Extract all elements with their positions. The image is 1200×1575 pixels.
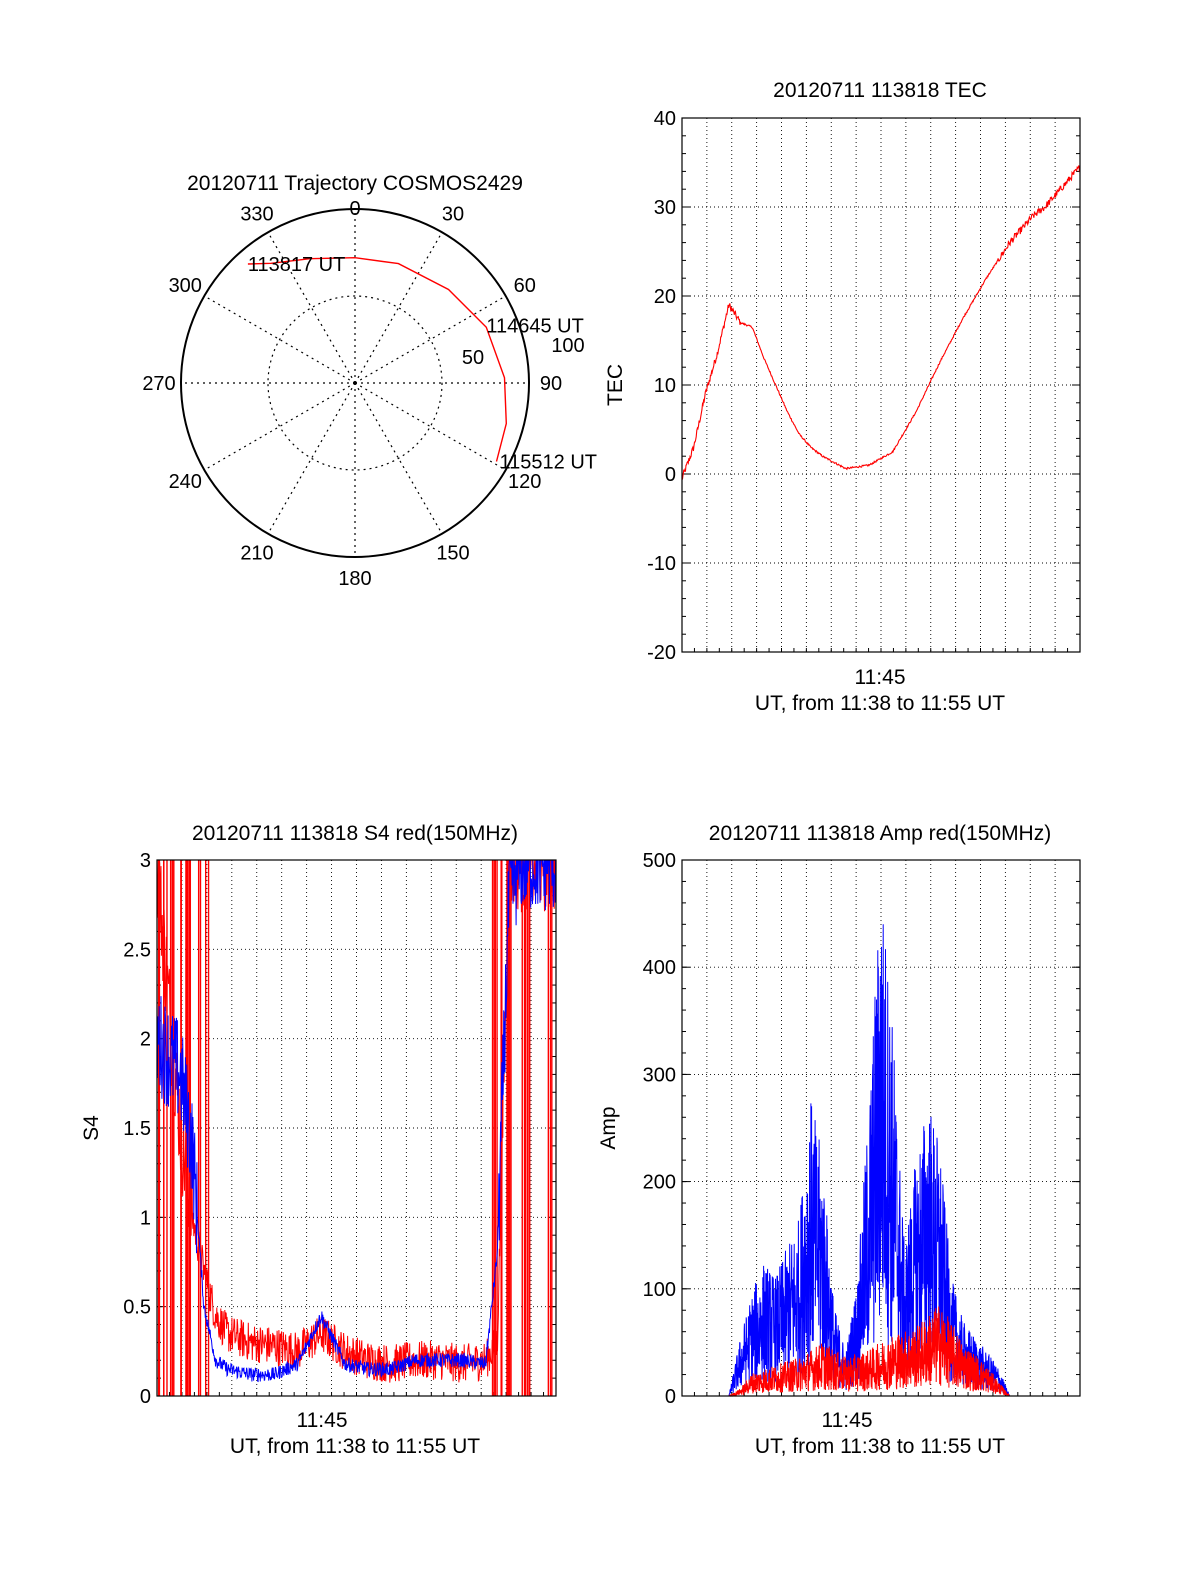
s4-ytick-label: 3 bbox=[140, 850, 151, 872]
polar-spoke bbox=[267, 232, 356, 384]
polar-trajectory-line bbox=[247, 256, 508, 462]
s4-plot-area: 0 0.5 1 1.5 2 2.5 3 bbox=[123, 850, 557, 1408]
tec-ytick-label: 10 bbox=[654, 375, 676, 397]
tec-ytick-label: 20 bbox=[654, 286, 676, 308]
amp-ytick-label: 100 bbox=[643, 1279, 676, 1301]
s4-panel: 20120711 113818 S4 red(150MHz) 0 0.5 1 1.5 2… bbox=[80, 822, 557, 1458]
polar-spoke bbox=[204, 295, 356, 384]
polar-spoke bbox=[204, 382, 356, 471]
s4-blue-series-line bbox=[156, 859, 557, 1383]
amp-xtick-label: 11:45 bbox=[822, 1409, 873, 1432]
s4-ytick-label: 2.5 bbox=[123, 939, 151, 961]
polar-angle-label: 300 bbox=[169, 275, 202, 297]
polar-angle-label: 120 bbox=[508, 471, 541, 493]
polar-angle-label: 90 bbox=[540, 373, 562, 395]
s4-frame bbox=[156, 859, 557, 1397]
s4-ytick-label: 0 bbox=[140, 1386, 151, 1408]
polar-angle-label: 240 bbox=[169, 471, 202, 493]
polar-radius-label: 100 bbox=[551, 335, 584, 357]
s4-red-series-line bbox=[156, 859, 557, 1383]
polar-spoke bbox=[354, 382, 506, 471]
s4-ylabel: S4 bbox=[80, 1115, 103, 1141]
polar-angle-label: 150 bbox=[436, 543, 469, 565]
polar-angle-label: 30 bbox=[442, 203, 464, 225]
polar-mid-circle bbox=[267, 295, 443, 471]
polar-annotation: 115512 UT bbox=[500, 451, 597, 473]
tec-xtick-label: 11:45 bbox=[855, 666, 906, 689]
polar-angle-label: 210 bbox=[240, 543, 273, 565]
tec-ytick-label: 0 bbox=[665, 464, 676, 486]
amp-ytick-label: 500 bbox=[643, 850, 676, 872]
tec-xlabel: UT, from 11:38 to 11:55 UT bbox=[755, 692, 1005, 715]
polar-trajectory-panel: 20120711 Trajectory COSMOS2429 0 30 60 90 12… bbox=[142, 172, 597, 590]
amp-ytick-label: 0 bbox=[665, 1386, 676, 1408]
polar-spoke bbox=[267, 382, 356, 534]
polar-radius-label: 50 bbox=[462, 347, 484, 369]
amp-ylabel: Amp bbox=[597, 1106, 620, 1149]
amp-plot-area: 0 100 200 300 400 500 bbox=[643, 850, 1081, 1408]
s4-ytick-label: 1 bbox=[140, 1207, 151, 1229]
polar-angle-label: 180 bbox=[338, 568, 371, 590]
amp-xlabel: UT, from 11:38 to 11:55 UT bbox=[755, 1435, 1005, 1458]
polar-spoke bbox=[354, 232, 443, 384]
tec-ylabel: TEC bbox=[604, 364, 627, 406]
polar-title: 20120711 Trajectory COSMOS2429 bbox=[187, 172, 523, 195]
tec-series-line bbox=[681, 165, 1081, 480]
amp-frame bbox=[681, 859, 1081, 1397]
s4-ytick-label: 0.5 bbox=[123, 1297, 151, 1319]
polar-spoke bbox=[354, 382, 443, 534]
amp-ytick-label: 300 bbox=[643, 1064, 676, 1086]
polar-grid bbox=[180, 208, 530, 558]
polar-annotation: 114645 UT bbox=[486, 315, 583, 337]
s4-ytick-label: 1.5 bbox=[123, 1118, 151, 1140]
s4-title: 20120711 113818 S4 red(150MHz) bbox=[192, 822, 518, 845]
tec-title: 20120711 113818 TEC bbox=[773, 79, 987, 102]
amp-panel: 20120711 113818 Amp red(150MHz) 0 100 200 3… bbox=[597, 822, 1081, 1458]
s4-ytick-label: 2 bbox=[140, 1029, 151, 1051]
polar-outer-circle bbox=[180, 208, 530, 558]
tec-ytick-label: 40 bbox=[654, 108, 676, 130]
tec-plot-area: -20 -10 0 10 20 30 40 bbox=[647, 108, 1081, 664]
polar-angle-label: 270 bbox=[142, 373, 175, 395]
polar-annotations: 113817 UT 114645 UT 115512 UT bbox=[248, 254, 597, 473]
tec-panel: 20120711 113818 TEC -20 -10 0 10 20 30 40 11:4… bbox=[604, 79, 1081, 715]
tec-frame bbox=[681, 117, 1081, 653]
polar-spoke bbox=[354, 295, 506, 384]
amp-ytick-label: 400 bbox=[643, 957, 676, 979]
tec-ytick-label: 30 bbox=[654, 197, 676, 219]
polar-radius-labels: 50 100 bbox=[462, 335, 585, 369]
s4-xlabel: UT, from 11:38 to 11:55 UT bbox=[230, 1435, 480, 1458]
polar-annotation: 113817 UT bbox=[248, 254, 345, 276]
polar-trajectory-path bbox=[247, 256, 508, 462]
tec-ytick-label: -10 bbox=[647, 553, 676, 575]
polar-angle-labels: 0 30 60 90 120 150 180 210 240 270 300 330 bbox=[142, 198, 562, 590]
amp-ytick-label: 200 bbox=[643, 1172, 676, 1194]
polar-angle-label: 0 bbox=[349, 198, 360, 220]
tec-ytick-label: -20 bbox=[647, 642, 676, 664]
polar-angle-label: 60 bbox=[514, 275, 536, 297]
polar-angle-label: 330 bbox=[240, 203, 273, 225]
amp-title: 20120711 113818 Amp red(150MHz) bbox=[709, 822, 1051, 845]
s4-xtick-label: 11:45 bbox=[297, 1409, 348, 1432]
